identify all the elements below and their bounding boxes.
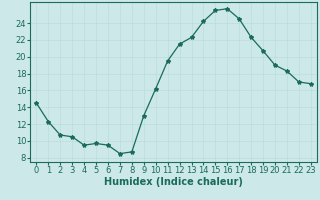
- X-axis label: Humidex (Indice chaleur): Humidex (Indice chaleur): [104, 177, 243, 187]
